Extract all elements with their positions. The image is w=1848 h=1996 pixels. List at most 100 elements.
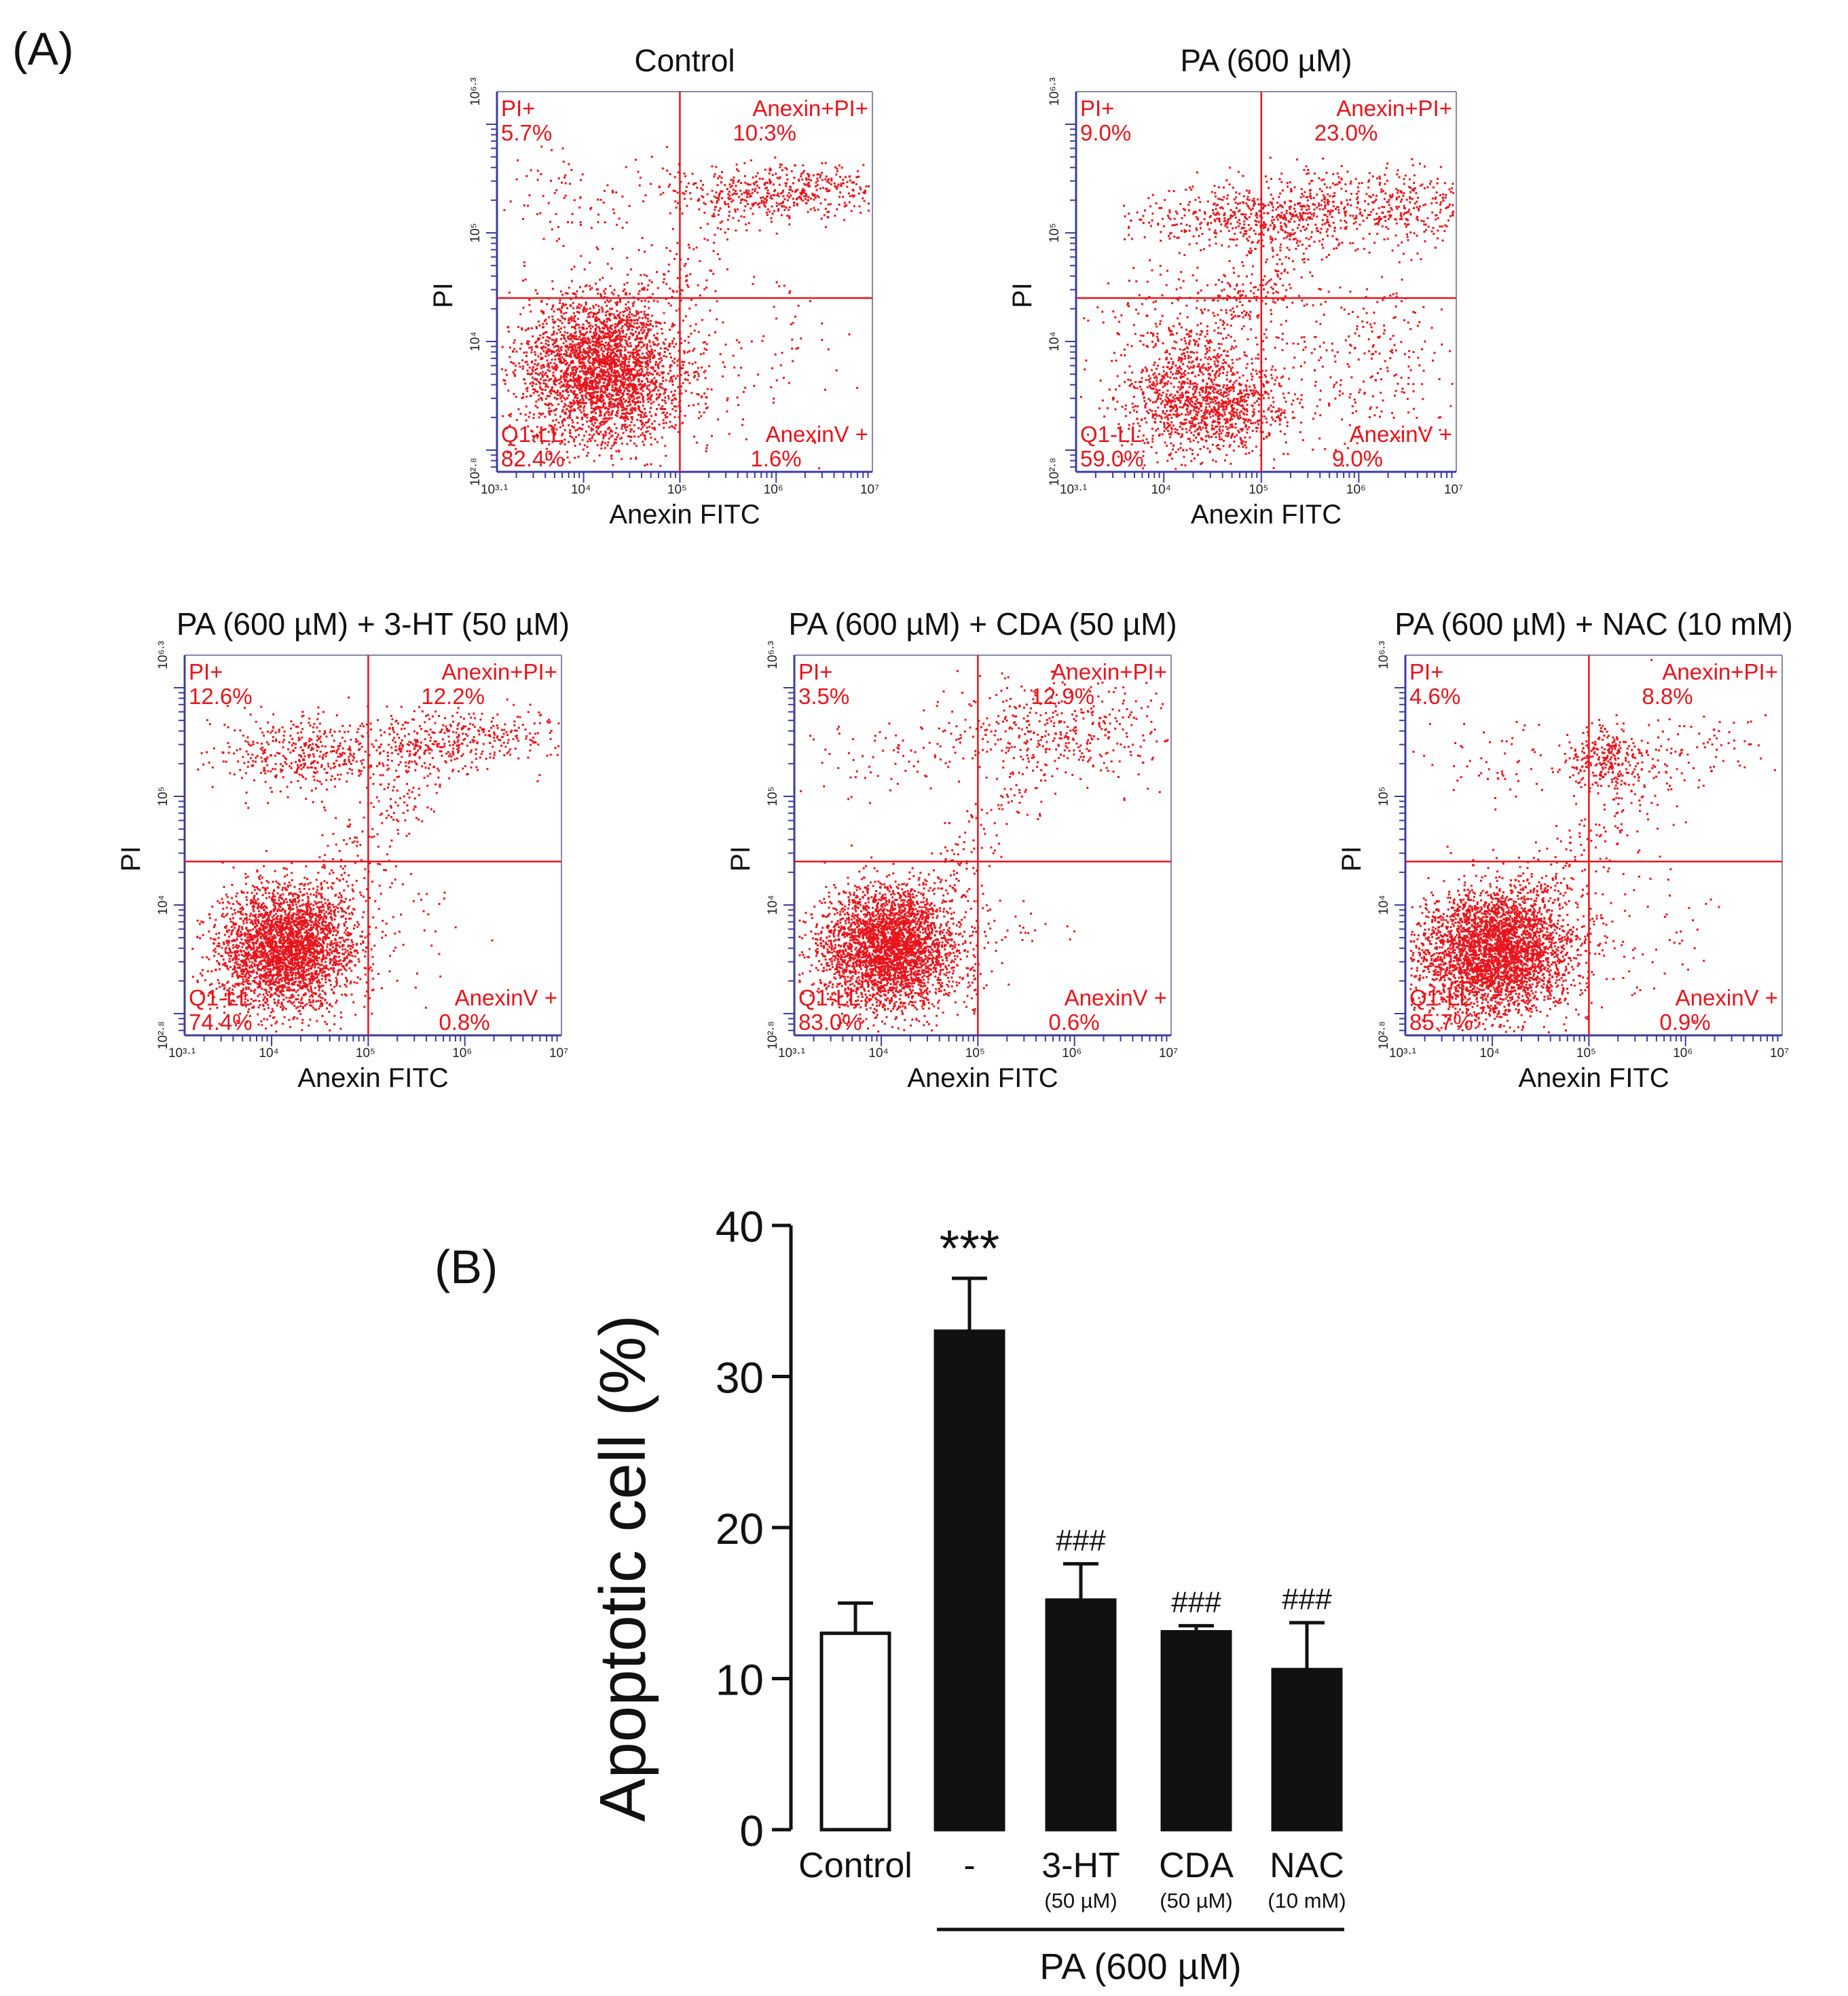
scatter-point [838, 204, 840, 206]
scatter-point [600, 390, 603, 392]
scatter-point [598, 398, 601, 401]
scatter-point [569, 304, 572, 306]
scatter-point [1179, 406, 1181, 409]
scatter-point [771, 198, 773, 200]
scatter-point [788, 292, 791, 294]
scatter-point [595, 412, 597, 414]
scatter-point [821, 339, 824, 341]
scatter-point [634, 351, 637, 354]
scatter-point [1217, 361, 1219, 363]
scatter-point [650, 422, 653, 425]
scatter-point [673, 375, 676, 377]
scatter-point [632, 375, 635, 378]
scatter-point [1318, 399, 1321, 401]
scatter-point [579, 221, 582, 223]
scatter-point [614, 301, 617, 304]
scatter-point [620, 399, 622, 401]
scatter-point [559, 377, 562, 380]
scatter-point [676, 375, 679, 377]
scatter-point [536, 212, 538, 215]
scatter-point [623, 376, 625, 379]
scatter-point [1283, 411, 1286, 414]
scatter-point [635, 375, 637, 377]
scatter-point [838, 164, 840, 167]
scatter-point [563, 375, 566, 377]
scatter-point [603, 385, 606, 388]
scatter-point [635, 337, 638, 339]
scatter-point [777, 195, 780, 198]
scatter-point [669, 364, 671, 367]
scatter-point [763, 198, 766, 200]
scatter-point [565, 292, 568, 295]
scatter-point [656, 397, 659, 399]
scatter-point [526, 386, 529, 389]
scatter-point [633, 403, 636, 406]
scatter-point [652, 334, 655, 337]
scatter-point [628, 358, 631, 361]
scatter-point [596, 350, 599, 352]
scatter-point [1228, 411, 1231, 414]
scatter-point [811, 192, 814, 195]
scatter-point [1270, 390, 1272, 392]
scatter-point [635, 458, 637, 460]
scatter-point [1171, 302, 1174, 304]
scatter-point [545, 350, 548, 352]
scatter-point [842, 196, 845, 198]
scatter-point [631, 313, 633, 316]
scatter-point [736, 208, 739, 210]
scatter-point [621, 400, 623, 403]
scatter-point [1238, 431, 1240, 434]
scatter-point [1153, 364, 1156, 366]
scatter-point [754, 202, 757, 204]
scatter-point [571, 212, 574, 215]
scatter-point [536, 327, 538, 329]
scatter-point [641, 237, 644, 240]
scatter-point [551, 430, 554, 433]
scatter-point [610, 345, 613, 348]
scatter-point [641, 337, 643, 339]
scatter-point [737, 404, 739, 406]
scatter-point [671, 325, 673, 328]
scatter-point [576, 387, 579, 390]
scatter-point [602, 375, 605, 377]
scatter-point [550, 349, 553, 352]
scatter-point [633, 374, 635, 377]
scatter-point [507, 331, 510, 333]
scatter-point [642, 416, 645, 419]
scatter-point [563, 336, 566, 339]
scatter-point [688, 350, 690, 352]
scatter-point [574, 332, 576, 335]
scatter-point [1144, 406, 1147, 409]
scatter-point [828, 181, 830, 184]
scatter-point [644, 415, 646, 418]
scatter-point [1207, 391, 1210, 394]
scatter-point [718, 209, 720, 212]
scatter-point [569, 385, 572, 388]
scatter-point [619, 375, 622, 378]
scatter-point [585, 331, 588, 333]
scatter-point [788, 223, 791, 225]
scatter-point [649, 396, 652, 399]
scatter-point [658, 403, 660, 406]
scatter-point [740, 199, 743, 202]
scatter-point [683, 350, 686, 352]
scatter-point [662, 422, 665, 424]
scatter-point [578, 384, 581, 386]
scatter-point [665, 388, 667, 391]
scatter-point [762, 200, 765, 203]
scatter-point [592, 305, 595, 308]
scatter-point [612, 358, 615, 361]
scatter-point [800, 337, 802, 340]
scatter-point [613, 212, 616, 215]
scatter-point [1196, 398, 1198, 401]
scatter-point [593, 401, 596, 404]
scatter-point [547, 354, 550, 356]
scatter-point [687, 341, 690, 344]
scatter-point [685, 280, 688, 282]
scatter-point [758, 206, 761, 208]
scatter-point [613, 364, 616, 366]
scatter-point [713, 196, 716, 198]
scatter-point [563, 176, 566, 179]
scatter-point [772, 401, 775, 404]
scatter-point [1231, 358, 1234, 361]
